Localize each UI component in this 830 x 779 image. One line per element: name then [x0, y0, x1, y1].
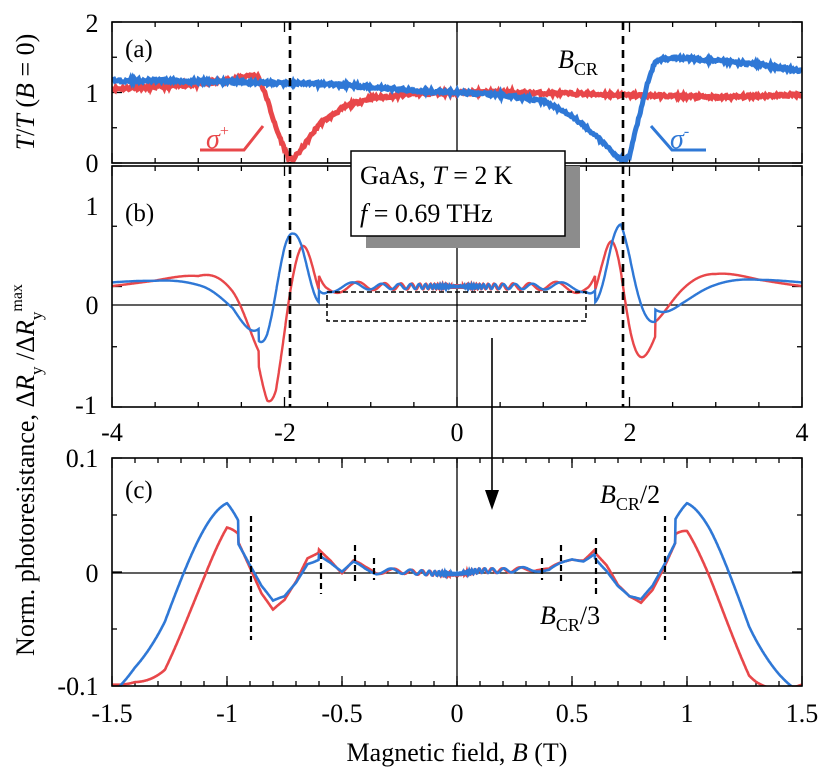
bcr-third-label: BCR/3 [540, 601, 600, 635]
y-axis-title-a: T/T (B = 0) [11, 34, 40, 151]
panel-a-label: (a) [125, 36, 153, 63]
bcr-label-main: BCR [558, 45, 598, 79]
panel-a-ytick-label: 0 [86, 149, 99, 178]
sigma-plus-legend: σ+ [200, 123, 265, 155]
panel-a-series-sigma-minus [112, 52, 802, 163]
panel-b-ytick-label: 0 [86, 291, 99, 320]
panel-c-label: (c) [125, 477, 153, 504]
sample-info-box: GaAs, T = 2 K f = 0.69 THz [350, 150, 580, 248]
panel-b-xtick-label: 0 [451, 418, 464, 447]
sample-info-line2: f = 0.69 THz [360, 199, 493, 228]
panel-c-ticks [111, 457, 803, 687]
panel-c-xtick-label: 1.5 [786, 699, 819, 728]
sigma-minus-symbol: σ- [670, 123, 689, 155]
panel-c: 0.1 0 -0.1 (c) BCR/2 BCR/3 -1.5 -1 -0.5 … [57, 444, 818, 728]
panel-b-xtick-label: -4 [101, 418, 123, 447]
panel-c-ytick-label: 0 [86, 559, 99, 588]
panel-c-xtick-label: 0.5 [556, 699, 589, 728]
panel-c-xtick-label: -1 [216, 699, 238, 728]
panel-b-ytick-label: 1 [86, 192, 99, 221]
y-axis-title-bc: Norm. photoresistance, ΔRy /ΔRymax [9, 284, 46, 656]
panel-b: 1 0 -1 (b) -4 -2 0 2 4 [75, 165, 809, 447]
zoom-region-box [326, 291, 587, 322]
panel-c-xtick-label: 0 [451, 699, 464, 728]
panel-c-ytick-label: 0.1 [66, 444, 99, 473]
panel-b-xtick-label: 4 [796, 418, 809, 447]
x-axis-title: Magnetic field, B (T) [347, 738, 568, 767]
sigma-minus-legend: σ- [649, 123, 706, 155]
sigma-minus-pointer [649, 125, 706, 152]
panel-b-label: (b) [125, 200, 154, 227]
panel-a-ytick-label: 1 [86, 79, 99, 108]
panel-b-series-sigma-minus [112, 223, 802, 344]
panel-b-ytick-label: -1 [75, 391, 97, 420]
panel-a-ytick-label: 2 [86, 9, 99, 38]
sample-info-line1: GaAs, T = 2 K [360, 161, 513, 190]
panel-c-series-sigma-minus [118, 501, 794, 686]
zoom-arrow [485, 338, 499, 510]
panel-c-xtick-label: -0.5 [321, 699, 362, 728]
sample-info-panel [350, 150, 566, 237]
zoom-arrow-head [485, 490, 499, 510]
panel-c-frame [111, 457, 803, 687]
panel-c-ytick-label: -0.1 [57, 672, 98, 701]
panel-b-xtick-label: -2 [274, 418, 296, 447]
panel-c-xtick-label: 1 [681, 699, 694, 728]
bcr-half-label: BCR/2 [600, 480, 660, 514]
sigma-plus-symbol: σ+ [206, 123, 229, 155]
panel-b-xtick-label: 2 [624, 418, 637, 447]
panel-c-xtick-label: -1.5 [91, 699, 132, 728]
sigma-plus-pointer [200, 125, 265, 152]
